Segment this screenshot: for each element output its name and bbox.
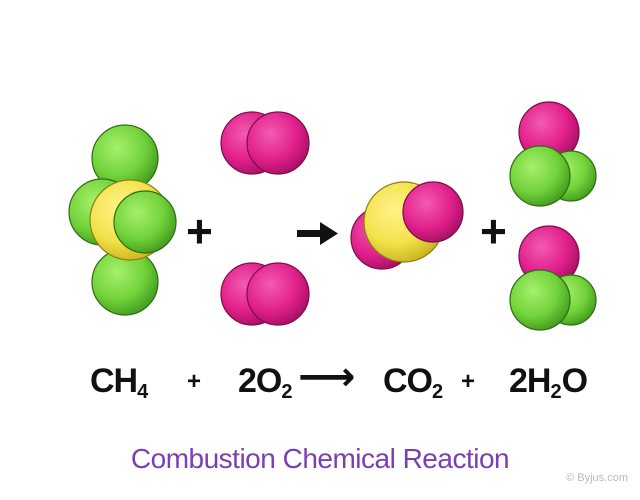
equation-arrow: ⟶ — [298, 355, 355, 399]
methane-molecule — [68, 124, 177, 316]
water-molecule-bottom — [509, 225, 597, 331]
oxygen-atom — [402, 181, 464, 243]
carbon-dioxide-molecule — [350, 181, 464, 270]
formula-oxygen: 2O2 — [238, 362, 293, 403]
hydrogen-atom — [509, 269, 571, 331]
formula-water: 2H2O — [509, 362, 588, 403]
formula-carbon-dioxide: CO2 — [383, 362, 444, 403]
water-molecule-top — [509, 101, 597, 207]
reaction-arrow-icon — [297, 222, 338, 245]
plus-sign-products: + — [480, 205, 507, 257]
equation-plus-1: + — [187, 368, 202, 395]
oxygen-atom — [246, 262, 310, 326]
oxygen-molecule-bottom — [220, 262, 310, 326]
hydrogen-atom — [509, 145, 571, 207]
oxygen-atom — [246, 111, 310, 175]
equation-plus-2: + — [461, 368, 476, 395]
oxygen-molecule-top — [220, 111, 310, 175]
source-credit: © Byjus.com — [566, 472, 628, 484]
plus-sign-reactants: + — [186, 205, 213, 257]
hydrogen-atom — [113, 190, 177, 254]
diagram-caption: Combustion Chemical Reaction — [130, 443, 510, 474]
formula-methane: CH4 — [90, 362, 149, 403]
